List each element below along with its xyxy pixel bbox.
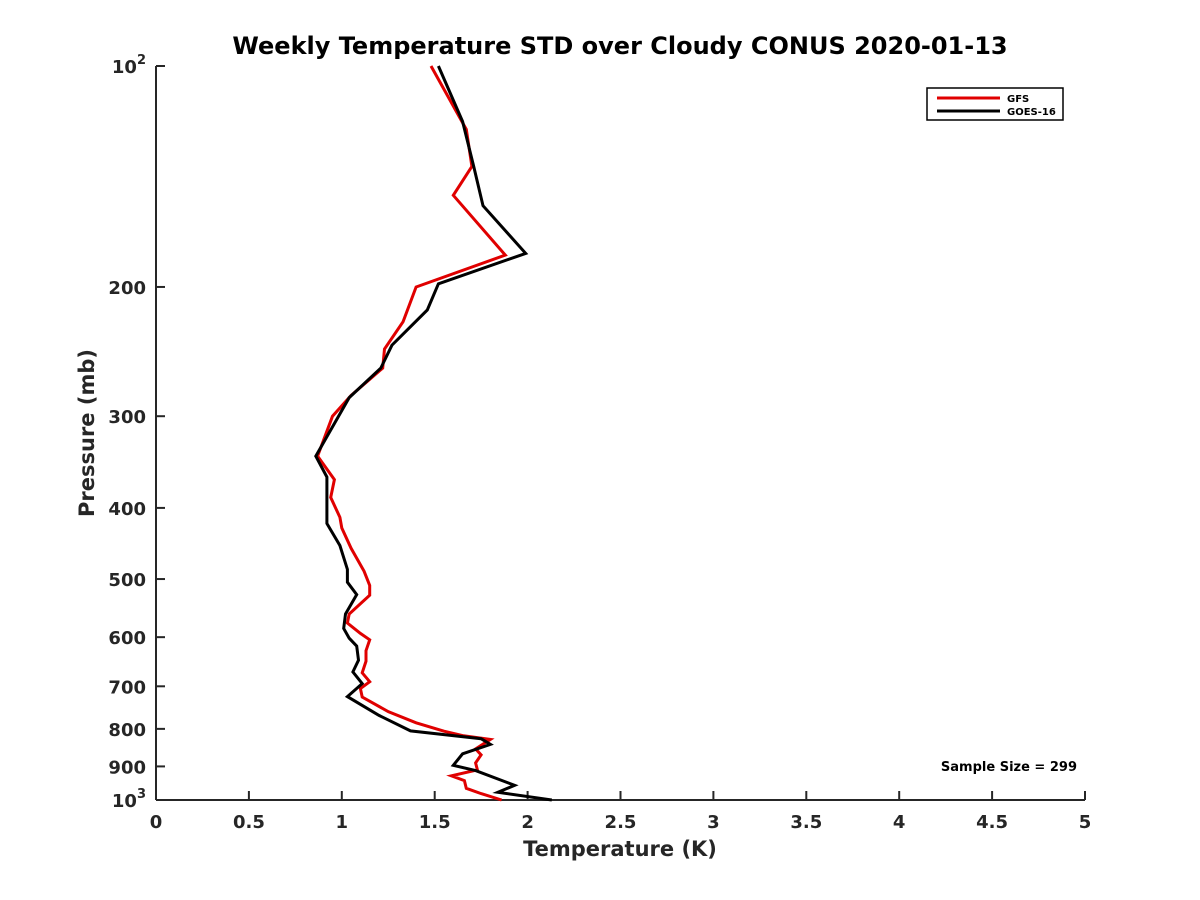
y-tick-base: 600 bbox=[108, 628, 146, 649]
y-tick-base: 800 bbox=[108, 720, 146, 741]
y-tick-base: 300 bbox=[108, 407, 146, 428]
legend-label: GOES-16 bbox=[1007, 107, 1056, 118]
x-tick-label: 3.5 bbox=[790, 812, 822, 833]
x-tick-label: 2.5 bbox=[605, 812, 637, 833]
y-tick-base: 10 bbox=[112, 57, 137, 78]
sample-size-annotation: Sample Size = 299 bbox=[941, 760, 1077, 775]
y-tick-label: 102 bbox=[112, 53, 146, 78]
y-tick-label: 700 bbox=[108, 677, 146, 698]
y-tick-base: 500 bbox=[108, 570, 146, 591]
y-tick-base: 400 bbox=[108, 499, 146, 520]
plot-area: 0 0.5 1 1.5 2 2.5 3 3.5 4 4.5 5 102200300400500600… bbox=[108, 53, 1091, 833]
y-tick-base: 10 bbox=[112, 791, 137, 812]
y-tick-base: 700 bbox=[108, 677, 146, 698]
y-tick-label: 300 bbox=[108, 407, 146, 428]
y-tick-base: 900 bbox=[108, 757, 146, 778]
x-tick-label: 5 bbox=[1079, 812, 1092, 833]
y-axis-label: Pressure (mb) bbox=[75, 349, 99, 517]
series-line-goes-16 bbox=[314, 65, 553, 802]
y-tick-label: 900 bbox=[108, 757, 146, 778]
y-tick-exponent: 3 bbox=[137, 787, 146, 802]
series-lines bbox=[314, 65, 553, 802]
y-tick-label: 600 bbox=[108, 628, 146, 649]
y-tick-label: 200 bbox=[108, 278, 146, 299]
y-tick-label: 500 bbox=[108, 570, 146, 591]
y-tick-exponent: 2 bbox=[137, 53, 146, 68]
x-tick-label: 1 bbox=[336, 812, 349, 833]
y-tick-base: 200 bbox=[108, 278, 146, 299]
x-ticks: 0 0.5 1 1.5 2 2.5 3 3.5 4 4.5 5 bbox=[150, 791, 1092, 833]
x-tick-label: 2 bbox=[521, 812, 534, 833]
x-tick-label: 0 bbox=[150, 812, 163, 833]
y-tick-label: 400 bbox=[108, 499, 146, 520]
x-tick-label: 3 bbox=[707, 812, 720, 833]
y-tick-label: 800 bbox=[108, 720, 146, 741]
legend: GFS GOES-16 bbox=[926, 87, 1064, 121]
x-tick-label: 0.5 bbox=[233, 812, 265, 833]
series-line-gfs bbox=[315, 65, 508, 802]
chart-title: Weekly Temperature STD over Cloudy CONUS… bbox=[232, 32, 1007, 60]
y-tick-label: 103 bbox=[112, 787, 146, 812]
x-axis-label: Temperature (K) bbox=[523, 837, 717, 861]
legend-box bbox=[926, 87, 1064, 121]
legend-label: GFS bbox=[1007, 94, 1029, 105]
x-tick-label: 4 bbox=[893, 812, 906, 833]
x-tick-label: 1.5 bbox=[419, 812, 451, 833]
x-tick-label: 4.5 bbox=[976, 812, 1008, 833]
